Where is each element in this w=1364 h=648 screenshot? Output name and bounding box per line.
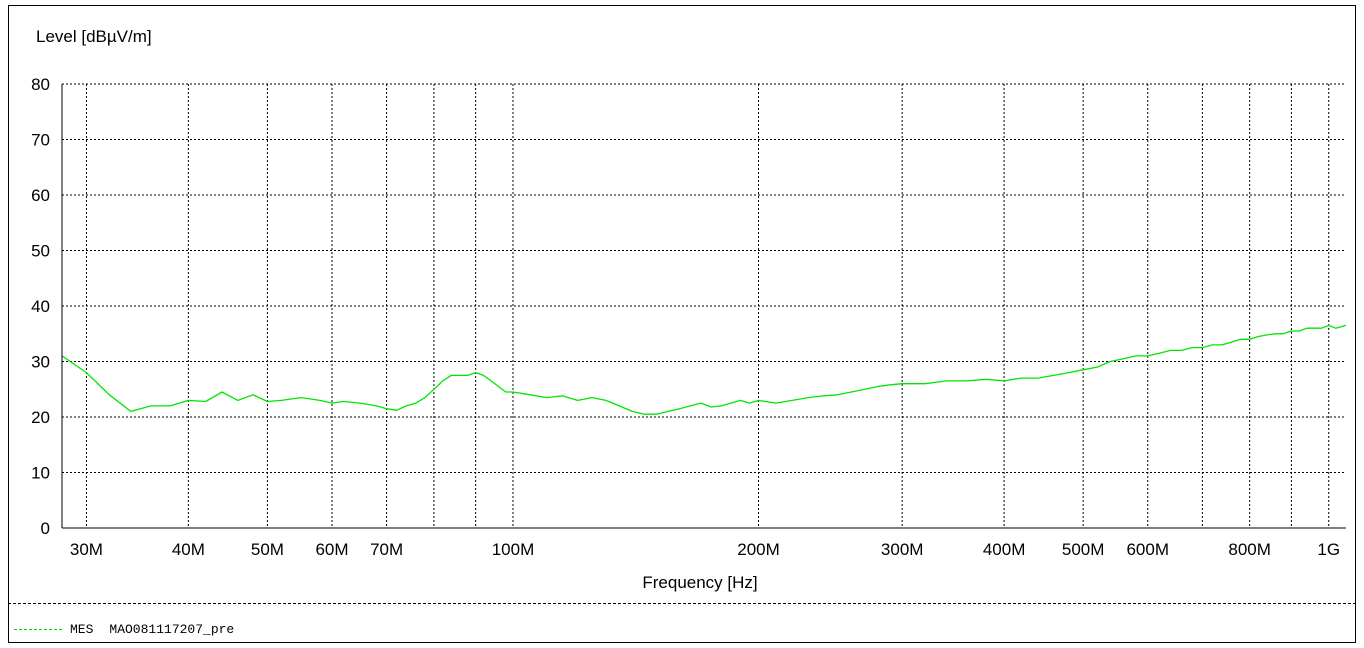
y-tick-label: 10 [31,464,50,483]
emission-chart: 0 10 20 30 40 50 60 70 80 30M 40M 50M 60M 70M 100M 200M… [31,27,1347,592]
x-tick-label: 500M [1062,540,1105,559]
chart-frame [8,5,1356,643]
x-tick-label: 100M [492,540,535,559]
y-tick-label: 50 [31,242,50,261]
legend-swatch [14,628,62,630]
x-tick-label: 400M [983,540,1026,559]
legend-separator [8,603,1356,604]
legend-series-name: MAO081117207_pre [109,621,235,637]
y-tick-label: 60 [31,186,50,205]
y-tick-label: 40 [31,297,50,316]
grid-lines [62,83,1346,528]
x-tick-label: 200M [737,540,780,559]
y-tick-label: 30 [31,353,50,372]
axis-layer [61,84,1346,529]
x-tick-label: 60M [315,540,348,559]
x-axis-label: Frequency [Hz] [642,573,757,592]
legend-type: MES [70,621,94,637]
x-tick-label: 300M [881,540,924,559]
x-tick-label: 600M [1126,540,1169,559]
tick-labels: 0 10 20 30 40 50 60 70 80 30M 40M 50M 60M 70M 100M 200M… [31,75,1340,559]
y-axis-label: Level [dBµV/m] [36,27,152,46]
series-layer [61,324,1347,415]
series-line [61,324,1347,415]
y-tick-label: 20 [31,408,50,427]
y-tick-label: 80 [31,75,50,94]
y-tick-label: 70 [31,131,50,150]
x-tick-label: 40M [172,540,205,559]
x-tick-label: 70M [370,540,403,559]
legend: MES MAO081117207_pre [14,620,234,638]
x-tick-label: 1G [1317,540,1340,559]
x-tick-label: 50M [251,540,284,559]
x-tick-label: 800M [1228,540,1271,559]
x-tick-label: 30M [70,540,103,559]
y-tick-label: 0 [41,519,50,538]
